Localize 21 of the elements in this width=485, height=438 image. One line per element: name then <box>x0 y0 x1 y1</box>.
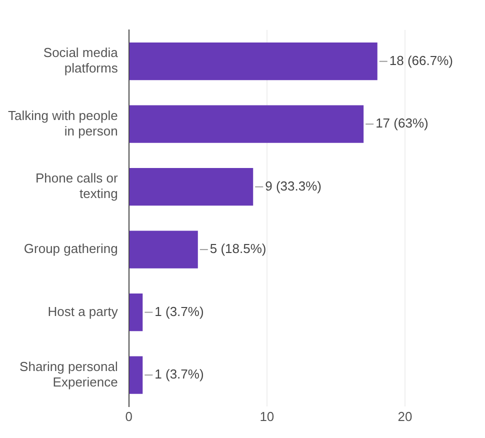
bar <box>129 293 143 332</box>
bar <box>129 168 254 206</box>
data-label: 17 (63%) <box>376 116 428 131</box>
bar <box>129 105 364 143</box>
data-label: 1 (3.7%) <box>154 366 204 382</box>
x-tick-label: 20 <box>398 408 412 424</box>
y-tick-label: Phone calls or texting <box>35 170 119 202</box>
data-label: 18 (66.7%) <box>389 52 453 68</box>
bar <box>129 42 378 80</box>
bar <box>129 230 198 268</box>
data-label: 1 (3.7%) <box>154 304 204 319</box>
y-tick-label: Group gathering <box>24 241 118 256</box>
y-tick-label: Social media platforms <box>43 45 119 76</box>
x-tick-label: 0 <box>125 408 132 424</box>
y-tick-label: Host a party <box>48 304 118 319</box>
x-tick-label: 10 <box>260 408 274 424</box>
data-label: 5 (18.5%) <box>210 241 266 256</box>
data-label: 9 (33.3%) <box>265 178 322 194</box>
y-tick-label: Talking with people in person <box>8 108 118 138</box>
bar <box>129 356 143 394</box>
y-tick-label: Sharing personal Experience <box>20 358 118 390</box>
